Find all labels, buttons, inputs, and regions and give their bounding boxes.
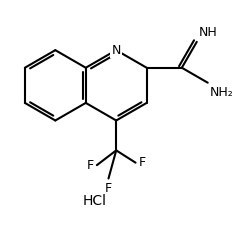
- Text: NH: NH: [199, 26, 217, 39]
- Text: F: F: [138, 156, 145, 169]
- Text: F: F: [87, 159, 94, 172]
- Text: F: F: [105, 182, 112, 195]
- Text: NH₂: NH₂: [209, 86, 233, 98]
- Text: HCl: HCl: [83, 194, 107, 208]
- Text: N: N: [112, 44, 121, 57]
